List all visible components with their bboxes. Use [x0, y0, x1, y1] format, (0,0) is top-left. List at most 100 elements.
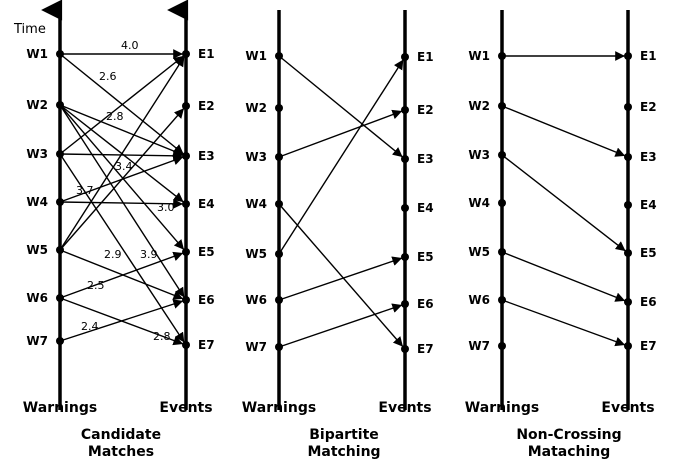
- event-node-e7: [624, 342, 632, 350]
- edge-w5-e1: [278, 59, 404, 255]
- event-node-e4: [401, 204, 409, 212]
- edge-w6-e5: [278, 256, 403, 301]
- edge-w3-e5: [501, 154, 626, 252]
- warning-label: W3: [245, 150, 267, 164]
- event-node-e4: [624, 201, 632, 209]
- warning-label: W7: [245, 340, 267, 354]
- panel-candidate: 4.02.62.83.43.73.02.93.92.52.42.8W1W2W3W…: [23, 0, 215, 460]
- warning-label: W6: [468, 293, 490, 307]
- warning-node-w6: [498, 296, 506, 304]
- event-node-e7: [401, 345, 409, 353]
- edge-w2-e3: [59, 104, 184, 156]
- events-axis-label: Events: [601, 400, 654, 416]
- warning-node-w6: [275, 296, 283, 304]
- event-label: E1: [640, 49, 657, 63]
- edge-w3-e2: [278, 109, 403, 158]
- warning-node-w5: [498, 248, 506, 256]
- event-label: E6: [198, 293, 215, 307]
- edge-w2-e3: [501, 105, 626, 157]
- event-node-e7: [182, 341, 190, 349]
- event-label: E4: [640, 198, 657, 212]
- warnings-axis-label: Warnings: [465, 400, 539, 416]
- edge-w4-e4: [59, 198, 183, 209]
- event-label: E7: [417, 342, 434, 356]
- warning-label: W6: [26, 291, 48, 305]
- warning-node-w3: [275, 153, 283, 161]
- edge-weight-label: 2.5: [87, 279, 105, 292]
- events-axis-label: Events: [159, 400, 212, 416]
- event-node-e5: [624, 249, 632, 257]
- warning-label: W5: [26, 243, 48, 257]
- warning-label: W1: [26, 47, 48, 61]
- event-label: E3: [640, 150, 657, 164]
- events-axis-label: Events: [378, 400, 431, 416]
- panel-caption-line: Matching: [307, 444, 380, 460]
- warning-label: W4: [26, 195, 48, 209]
- edge-weight-label: 3.9: [140, 248, 158, 261]
- warning-label: W5: [468, 245, 490, 259]
- panel-caption-line: Non-Crossing: [516, 427, 621, 443]
- warning-node-w1: [56, 50, 64, 58]
- warning-node-w3: [56, 150, 64, 158]
- edge-w7-e6: [59, 299, 184, 342]
- edge-w6-e5: [59, 251, 184, 299]
- time-axis-label: Time: [13, 22, 46, 37]
- warning-node-w1: [498, 52, 506, 60]
- edge-weight-label: 2.8: [106, 110, 124, 123]
- edge-weight-label: 3.4: [115, 160, 133, 173]
- event-node-e1: [182, 50, 190, 58]
- event-node-e5: [182, 248, 190, 256]
- event-label: E7: [640, 339, 657, 353]
- edge-w1-e3: [278, 55, 403, 158]
- warnings-axis-label: Warnings: [23, 400, 97, 416]
- event-label: E4: [198, 197, 215, 211]
- event-label: E2: [198, 99, 215, 113]
- edge-w3-e1: [59, 55, 184, 155]
- panels-group: 4.02.62.83.43.73.02.93.92.52.42.8W1W2W3W…: [23, 0, 657, 460]
- panel-caption-line: Mataching: [528, 444, 611, 460]
- event-node-e2: [401, 106, 409, 114]
- warning-node-w4: [498, 199, 506, 207]
- edge-weight-label: 2.9: [104, 248, 122, 261]
- warning-label: W2: [245, 101, 267, 115]
- event-label: E6: [417, 297, 434, 311]
- event-node-e2: [182, 102, 190, 110]
- warning-label: W2: [26, 98, 48, 112]
- panel-noncrossing: W1 W2 W3 W4 W5 W6 W7 E1 E2 E3 E4 E5 E6 E7 Warnings Even…: [465, 10, 657, 460]
- event-label: E3: [198, 149, 215, 163]
- event-label: E5: [417, 250, 434, 264]
- warning-label: W7: [468, 339, 490, 353]
- warning-label: W1: [245, 49, 267, 63]
- warning-node-w2: [498, 102, 506, 110]
- event-label: E4: [417, 201, 434, 215]
- event-node-e6: [401, 300, 409, 308]
- event-label: E2: [640, 100, 657, 114]
- event-node-e3: [624, 153, 632, 161]
- warning-node-w5: [275, 250, 283, 258]
- event-node-e1: [624, 52, 632, 60]
- event-label: E5: [198, 245, 215, 259]
- warning-label: W3: [26, 147, 48, 161]
- event-label: E6: [640, 295, 657, 309]
- edge-w5-e1: [59, 56, 185, 251]
- edge-w6-e7: [501, 299, 626, 347]
- warning-label: W4: [468, 196, 490, 210]
- warning-label: W5: [245, 247, 267, 261]
- event-node-e1: [401, 53, 409, 61]
- warnings-axis-label: Warnings: [242, 400, 316, 416]
- event-label: E7: [198, 338, 215, 352]
- event-node-e2: [624, 103, 632, 111]
- warning-node-w5: [56, 246, 64, 254]
- panel-caption-line: Matches: [88, 444, 154, 460]
- warning-node-w7: [498, 342, 506, 350]
- edge-w5-e2: [59, 108, 185, 251]
- edge-weight-label: 3.0: [157, 201, 175, 214]
- edge-weight-label: 2.8: [153, 330, 171, 343]
- event-label: E1: [198, 47, 215, 61]
- warning-label: W2: [468, 99, 490, 113]
- warning-node-w4: [275, 200, 283, 208]
- event-node-e6: [182, 296, 190, 304]
- edge-weight-label: 2.6: [99, 70, 117, 83]
- edge-w5-e6: [501, 251, 626, 302]
